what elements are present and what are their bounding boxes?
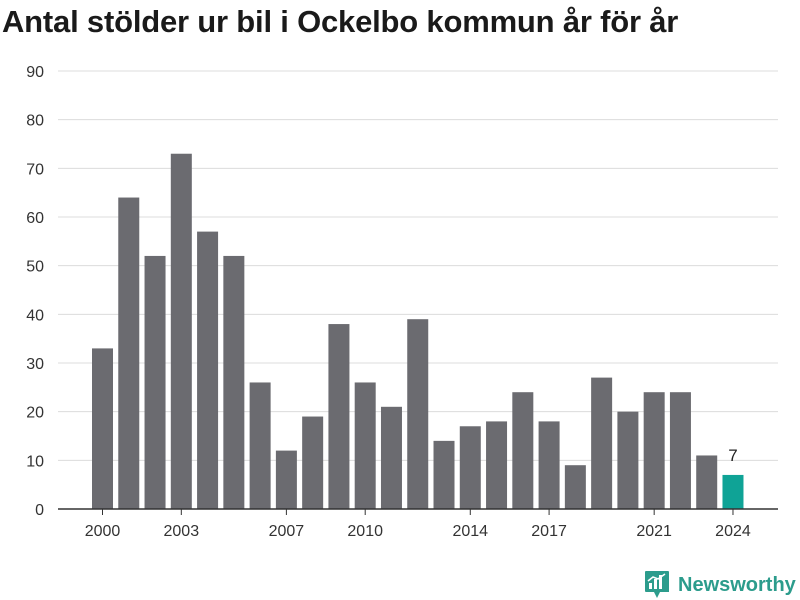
- bar: [118, 197, 140, 510]
- data-label: 7: [728, 446, 737, 465]
- bar: [538, 421, 560, 509]
- bar: [223, 255, 245, 509]
- bar-highlighted: [722, 474, 744, 509]
- newsworthy-logo-icon: [645, 571, 669, 598]
- bar: [407, 319, 429, 509]
- newsworthy-logo[interactable]: Newsworthy: [644, 570, 796, 600]
- bar: [669, 392, 691, 509]
- bar: [564, 465, 586, 509]
- bar: [249, 382, 271, 509]
- bar: [275, 450, 297, 509]
- bar: [302, 416, 324, 509]
- y-tick-label: 0: [35, 502, 44, 519]
- y-tick-label: 20: [26, 405, 44, 422]
- bar: [328, 324, 350, 509]
- bar: [591, 377, 613, 509]
- x-tick-label: 2014: [452, 523, 488, 540]
- x-tick-label: 2003: [164, 523, 200, 540]
- x-tick-label: 2021: [636, 523, 672, 540]
- bar: [696, 455, 718, 509]
- y-axis-ticks: 0 10 20 30 40 50 60 70 80 90: [26, 64, 44, 519]
- bar: [617, 411, 639, 509]
- brand-name: Newsworthy: [678, 573, 796, 596]
- y-tick-label: 90: [26, 64, 44, 81]
- x-axis-ticks: 2000 2003 2007 2010 2014 2017 2021 2024: [85, 509, 751, 540]
- y-tick-label: 10: [26, 453, 44, 470]
- bar: [643, 392, 665, 509]
- y-tick-label: 70: [26, 161, 44, 178]
- bar: [512, 392, 534, 509]
- bar: [486, 421, 508, 509]
- bar: [92, 348, 113, 509]
- y-tick-label: 30: [26, 356, 44, 373]
- x-tick-label: 2000: [85, 523, 121, 540]
- bar: [144, 255, 166, 509]
- bar: [197, 231, 219, 509]
- y-tick-label: 60: [26, 210, 44, 227]
- y-tick-label: 80: [26, 113, 44, 130]
- bars: [92, 153, 744, 510]
- y-tick-label: 50: [26, 259, 44, 276]
- x-tick-label: 2017: [531, 523, 567, 540]
- x-tick-label: 2007: [269, 523, 305, 540]
- bar: [380, 406, 402, 509]
- x-tick-label: 2010: [347, 523, 383, 540]
- bar: [354, 382, 376, 509]
- bar: [459, 426, 481, 509]
- y-tick-label: 40: [26, 307, 44, 324]
- chart-title: Antal stölder ur bil i Ockelbo kommun år…: [2, 4, 679, 39]
- x-tick-label: 2024: [715, 523, 751, 540]
- bar: [433, 440, 455, 509]
- data-labels: 7: [728, 446, 737, 465]
- bar: [170, 153, 192, 509]
